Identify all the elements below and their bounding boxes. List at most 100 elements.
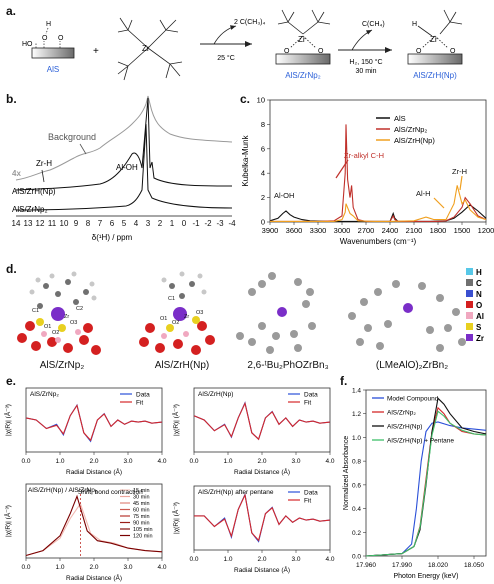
series-line-3 (365, 410, 487, 557)
nmr-tick-label: 10 (60, 219, 69, 228)
legend-swatch-al (466, 312, 473, 319)
atom-labels: C1 C2 Zr O1 O2 O3 C1 O1 O2 O3 Zr (32, 296, 203, 336)
x-tick-label: 3600 (286, 226, 303, 235)
panel-label-c: c. (240, 92, 251, 106)
panel-label-e: e. (6, 374, 17, 388)
o-label-2: O (58, 35, 64, 42)
plus-sign: + (93, 46, 99, 57)
panel-label-b: b. (6, 92, 17, 106)
nmr-tick-label: 14 (12, 219, 21, 228)
o-prod2-1: O (416, 48, 422, 55)
zr-np4-molecule (117, 17, 183, 81)
x-tick-label: 17.960 (356, 562, 376, 569)
structure-ais-zrnp2 (17, 271, 101, 355)
nmr-tick-label: 1 (170, 219, 175, 228)
series-line-0 (269, 204, 487, 222)
series-line-1 (25, 494, 163, 557)
ho-label: HO (22, 41, 33, 48)
x-tick-label: 4.0 (325, 458, 334, 465)
legend-label-zr: Zr (476, 334, 484, 343)
nmr-ann-zrh: Zr-H (36, 159, 52, 168)
x-tick-label: 2.0 (89, 458, 98, 465)
atom-label-c1: C1 (32, 308, 39, 314)
chart-annotation: Al-OH (274, 191, 294, 200)
annotation-arrow (433, 197, 445, 209)
chart-annotation: Zr-H (452, 167, 467, 176)
y-tick-label: 1.0 (352, 435, 361, 442)
x-tick-label: 3900 (262, 226, 279, 235)
x-tick-label: 0.0 (21, 564, 30, 571)
atom-label-o1: O1 (44, 324, 51, 330)
y-tick-label: 2 (261, 193, 265, 202)
y-tick-label: 1.2 (352, 411, 361, 418)
atom-label-o1b: O1 (160, 316, 167, 322)
legend-swatch-h (466, 268, 473, 275)
legend-label: Fit (136, 400, 143, 407)
y-tick-label: 1.4 (352, 388, 361, 395)
o-prod2-2: O (450, 48, 456, 55)
legend-label: Data (304, 490, 318, 497)
nmr-x-ticks: 14 13 12 11 10 9 8 7 6 5 4 3 2 1 0 -1 -2 -3 -4 (12, 219, 236, 228)
o-prod1-2: O (318, 48, 324, 55)
nmr-trace-zrhnp (15, 97, 233, 191)
x-axis-label: Wavenumbers (cm⁻¹) (340, 237, 417, 246)
nmr-trace2-label: AlS/ZrNp₂ (12, 205, 48, 214)
y-axis-label: |χ(R)| (Å⁻³) (171, 404, 180, 436)
nmr-ann-background: Background (48, 132, 96, 142)
x-axis-label: Radial Distance (Å) (66, 573, 122, 582)
atom-label-zrb: Zr (184, 314, 189, 320)
drifts-chart: 3900 3600 3300 3000 2700 2400 2100 1800 1500 1200… (241, 96, 494, 247)
atom-label-o2b: O2 (172, 320, 179, 326)
x-axis-label: Photon Energy (keV) (394, 573, 459, 580)
y-tick-label: 6 (261, 144, 265, 153)
atom-label-c1b: C1 (168, 296, 175, 302)
series-line-1 (194, 493, 331, 542)
y-tick-label: 0.0 (352, 554, 361, 561)
zr-label-prod1: Zr (298, 35, 306, 44)
x-tick-label: 2.0 (89, 564, 98, 571)
atom-label-zr: Zr (64, 314, 69, 320)
x-tick-label: 3.0 (123, 564, 132, 571)
x-tick-label: 18.050 (464, 562, 484, 569)
ais-surface (31, 47, 75, 59)
x-tick-label: 1.0 (55, 458, 64, 465)
y-tick-label: 0 (261, 218, 265, 227)
series-line-2 (270, 185, 487, 222)
nmr-tick-label: 2 (158, 219, 163, 228)
legend-label-n: N (476, 290, 482, 299)
series-line-1 (25, 404, 163, 442)
y-axis-label: |χ(R)| (Å⁻³) (3, 404, 12, 436)
legend-label-al: Al (476, 312, 484, 321)
reaction-scheme: AlS HO H O O + Zr 2 C(CH₃)₄ 25 °C AlS/Zr… (22, 9, 463, 81)
series-line-1 (193, 401, 331, 441)
o-label-1: O (42, 35, 48, 42)
legend-label: AlS/ZrH(Np) (394, 136, 435, 145)
x-tick-label: 2.0 (257, 556, 266, 563)
atom-label-c2: C2 (76, 306, 83, 312)
panel-label-a: a. (6, 4, 17, 18)
nmr-tick-label: 9 (74, 219, 79, 228)
caption-ais-zrhnp: AlS/ZrH(Np) (155, 360, 209, 371)
legend-label: 45 min (133, 501, 150, 507)
plot-frame (365, 389, 487, 557)
nmr-tick-label: -3 (216, 219, 224, 228)
x-tick-label: 0.0 (189, 458, 198, 465)
y-tick-label: 0.6 (352, 482, 361, 489)
xanes-chart: 17.960 17.990 18.020 18.050 0.0 0.2 0.4 0.6 0.8 1… (343, 388, 487, 580)
h-label-prod2: H (412, 21, 417, 28)
y-axis-label: Kubelka-Munk (241, 134, 250, 186)
o-prod1-1: O (284, 48, 290, 55)
nmr-tick-label: 4 (134, 219, 139, 228)
nmr-tick-label: -2 (204, 219, 212, 228)
nmr-trace-zrnp2 (15, 123, 233, 211)
y-tick-label: 4 (261, 169, 265, 178)
exafs-chart-4: 0.0 1.0 2.0 3.0 4.0 Radial Distance (Å) |χ(R)|… (171, 485, 335, 574)
nmr-tick-label: 13 (24, 219, 33, 228)
legend-swatch-c (466, 279, 473, 286)
exafs-chart-2: 0.0 1.0 2.0 3.0 4.0 Radial Distance (Å) |χ(R)|… (171, 387, 335, 476)
nmr-tick-label: 8 (86, 219, 91, 228)
structure-lmealo2zrbn2 (348, 280, 466, 352)
x-tick-label: 3000 (334, 226, 351, 235)
nmr-tick-label: 6 (110, 219, 115, 228)
legend-label: 75 min (133, 514, 150, 520)
